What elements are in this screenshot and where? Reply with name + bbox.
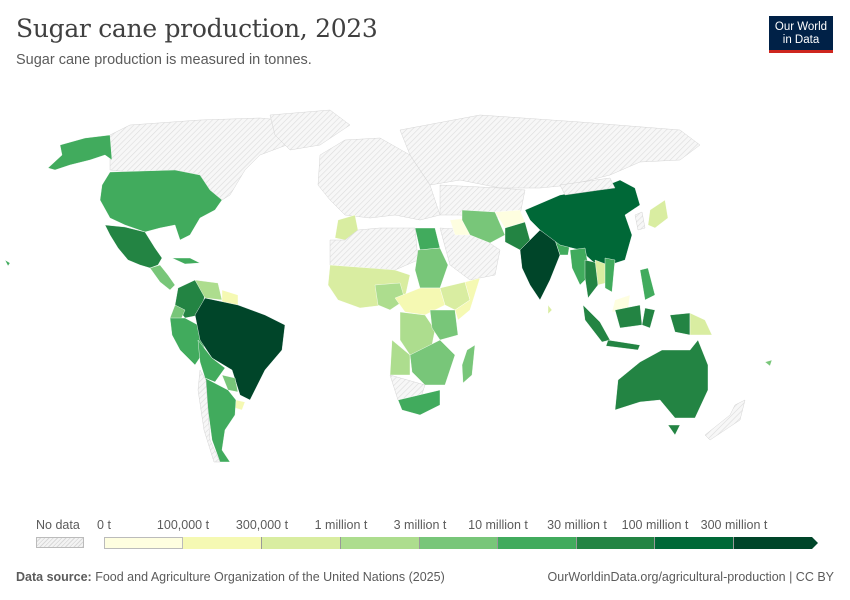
region-russia xyxy=(399,114,701,189)
legend-label-0: 0 t xyxy=(97,518,111,532)
legend-bin-3[interactable] xyxy=(341,537,420,549)
legend-bin-8[interactable] xyxy=(734,537,812,549)
region-uruguay xyxy=(234,399,246,411)
logo-line-2: in Data xyxy=(782,34,820,46)
legend-label-4: 3 million t xyxy=(393,518,447,532)
region-east-africa xyxy=(429,309,459,341)
region-java xyxy=(605,339,641,351)
legend-arrow-icon xyxy=(812,537,818,549)
legend-label-5: 10 million t xyxy=(468,518,528,532)
chart-title: Sugar cane production, 2023 xyxy=(16,14,378,43)
logo-line-1: Our World xyxy=(774,21,828,33)
region-nigeria xyxy=(374,282,406,311)
region-united-states xyxy=(99,169,223,241)
region-south-africa xyxy=(397,389,441,416)
region-hawaii xyxy=(4,259,11,267)
region-chile xyxy=(197,369,221,463)
legend-bin-2[interactable] xyxy=(262,537,341,549)
legend-bin-5[interactable] xyxy=(498,537,577,549)
legend-no-data-swatch[interactable] xyxy=(36,537,84,548)
data-source: Data source: Food and Agriculture Organi… xyxy=(16,570,445,584)
legend-label-7: 100 million t xyxy=(621,518,689,532)
region-japan xyxy=(647,199,669,229)
region-sulawesi xyxy=(641,307,656,329)
region-mexico xyxy=(104,224,163,269)
region-korea xyxy=(634,211,646,231)
region-vietnam xyxy=(604,257,616,293)
region-cuba xyxy=(171,257,201,265)
legend-bin-1[interactable] xyxy=(183,537,262,549)
chart-subtitle: Sugar cane production is measured in ton… xyxy=(16,52,312,68)
region-new-zealand xyxy=(704,399,746,441)
region-argentina xyxy=(204,377,237,463)
legend-label-6: 30 million t xyxy=(547,518,607,532)
region-india xyxy=(519,229,561,301)
legend-bin-0[interactable] xyxy=(104,537,183,549)
data-source-label: Data source: xyxy=(16,570,92,584)
legend-label-3: 1 million t xyxy=(314,518,368,532)
legend-bin-4[interactable] xyxy=(420,537,498,549)
region-angola xyxy=(389,339,411,376)
region-alaska xyxy=(47,134,113,171)
region-sumatra xyxy=(582,304,611,343)
region-central-america xyxy=(149,264,176,291)
data-source-text[interactable]: Food and Agriculture Organization of the… xyxy=(95,570,445,584)
legend-bin-7[interactable] xyxy=(655,537,734,549)
region-fiji xyxy=(764,359,773,367)
region-bolivia xyxy=(197,339,226,383)
legend-bin-6[interactable] xyxy=(577,537,655,549)
region-australia xyxy=(614,339,709,419)
region-sudan xyxy=(414,247,449,289)
owid-logo[interactable]: Our World in Data xyxy=(769,16,833,53)
legend-label-2: 300,000 t xyxy=(235,518,289,532)
region-zambia-moz xyxy=(409,339,456,386)
region-europe xyxy=(317,137,441,221)
region-paraguay xyxy=(221,374,239,393)
region-papua-new-guinea xyxy=(689,312,713,336)
region-new-guinea-west xyxy=(669,312,691,336)
region-mongolia xyxy=(559,177,616,196)
region-egypt xyxy=(414,227,441,251)
region-philippines xyxy=(639,267,656,301)
region-tasmania xyxy=(667,424,681,436)
source-url-link[interactable]: OurWorldinData.org/agricultural-producti… xyxy=(547,570,834,584)
region-madagascar xyxy=(461,344,476,384)
region-somalia xyxy=(454,277,481,321)
region-sri-lanka xyxy=(547,304,553,315)
region-greenland xyxy=(269,109,351,151)
color-legend: No data 0 t 100,000 t 300,000 t 1 millio… xyxy=(0,515,850,555)
legend-no-data-label: No data xyxy=(36,518,80,532)
world-map[interactable] xyxy=(0,100,850,500)
legend-label-1: 100,000 t xyxy=(156,518,210,532)
legend-label-8: 300 million t xyxy=(700,518,768,532)
